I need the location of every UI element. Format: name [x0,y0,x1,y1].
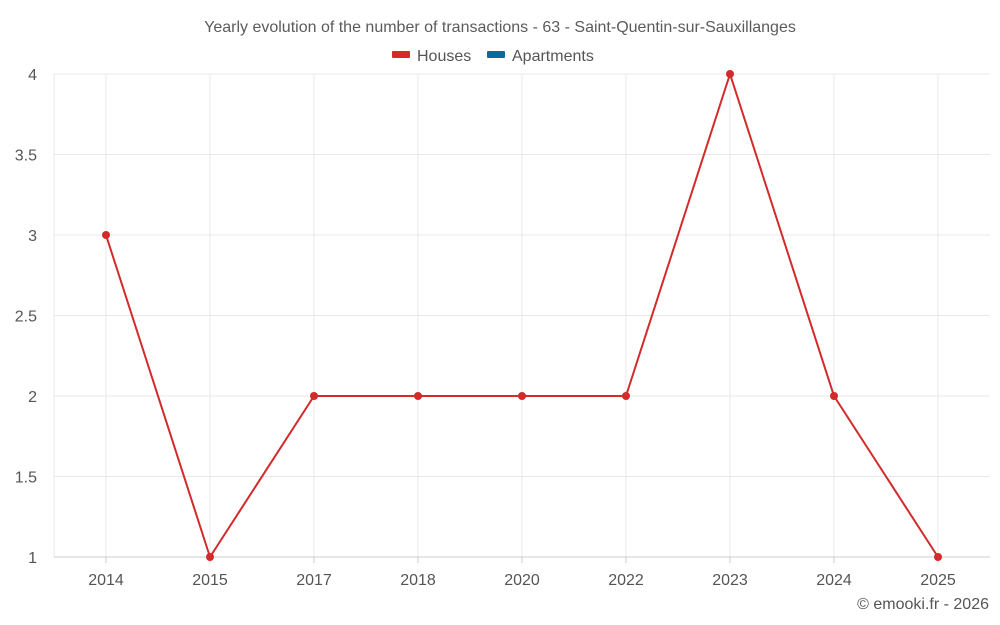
data-point-houses[interactable] [310,392,318,400]
x-tick-label: 2025 [920,572,956,589]
series-houses [102,70,942,561]
data-point-houses[interactable] [830,392,838,400]
data-point-houses[interactable] [726,70,734,78]
legend-swatch-houses [392,51,410,58]
legend-label-apartments: Apartments [512,48,594,65]
y-tick-label: 2 [28,389,37,406]
y-tick-label: 2.5 [15,309,37,326]
data-point-houses[interactable] [206,553,214,561]
y-tick-label: 4 [28,67,37,84]
x-tick-label: 2017 [296,572,332,589]
data-point-houses[interactable] [622,392,630,400]
legend-item-apartments[interactable]: Apartments [487,48,594,65]
legend-swatch-apartments [487,51,505,58]
data-point-houses[interactable] [102,231,110,239]
legend-label-houses: Houses [417,48,471,65]
credit-text: © emooki.fr - 2026 [857,596,989,613]
x-tick-label: 2020 [504,572,540,589]
y-tick-label: 1.5 [15,470,37,487]
x-tick-label: 2018 [400,572,436,589]
grid [53,73,990,557]
data-point-houses[interactable] [518,392,526,400]
x-tick-label: 2023 [712,572,748,589]
data-point-houses[interactable] [934,553,942,561]
y-tick-label: 3.5 [15,148,37,165]
x-tick-label: 2014 [88,572,124,589]
y-tick-label: 3 [28,228,37,245]
x-tick-label: 2022 [608,572,644,589]
chart-title: Yearly evolution of the number of transa… [204,19,796,36]
legend: Houses Apartments [392,48,594,65]
x-tick-label: 2015 [192,572,228,589]
y-tick-label: 1 [28,550,37,567]
axes: 1 1.5 2 2.5 3 3.5 4 2014 2015 2017 2018 2020 2022 202… [15,67,990,589]
x-tick-label: 2024 [816,572,852,589]
legend-item-houses[interactable]: Houses [392,48,471,65]
data-point-houses[interactable] [414,392,422,400]
